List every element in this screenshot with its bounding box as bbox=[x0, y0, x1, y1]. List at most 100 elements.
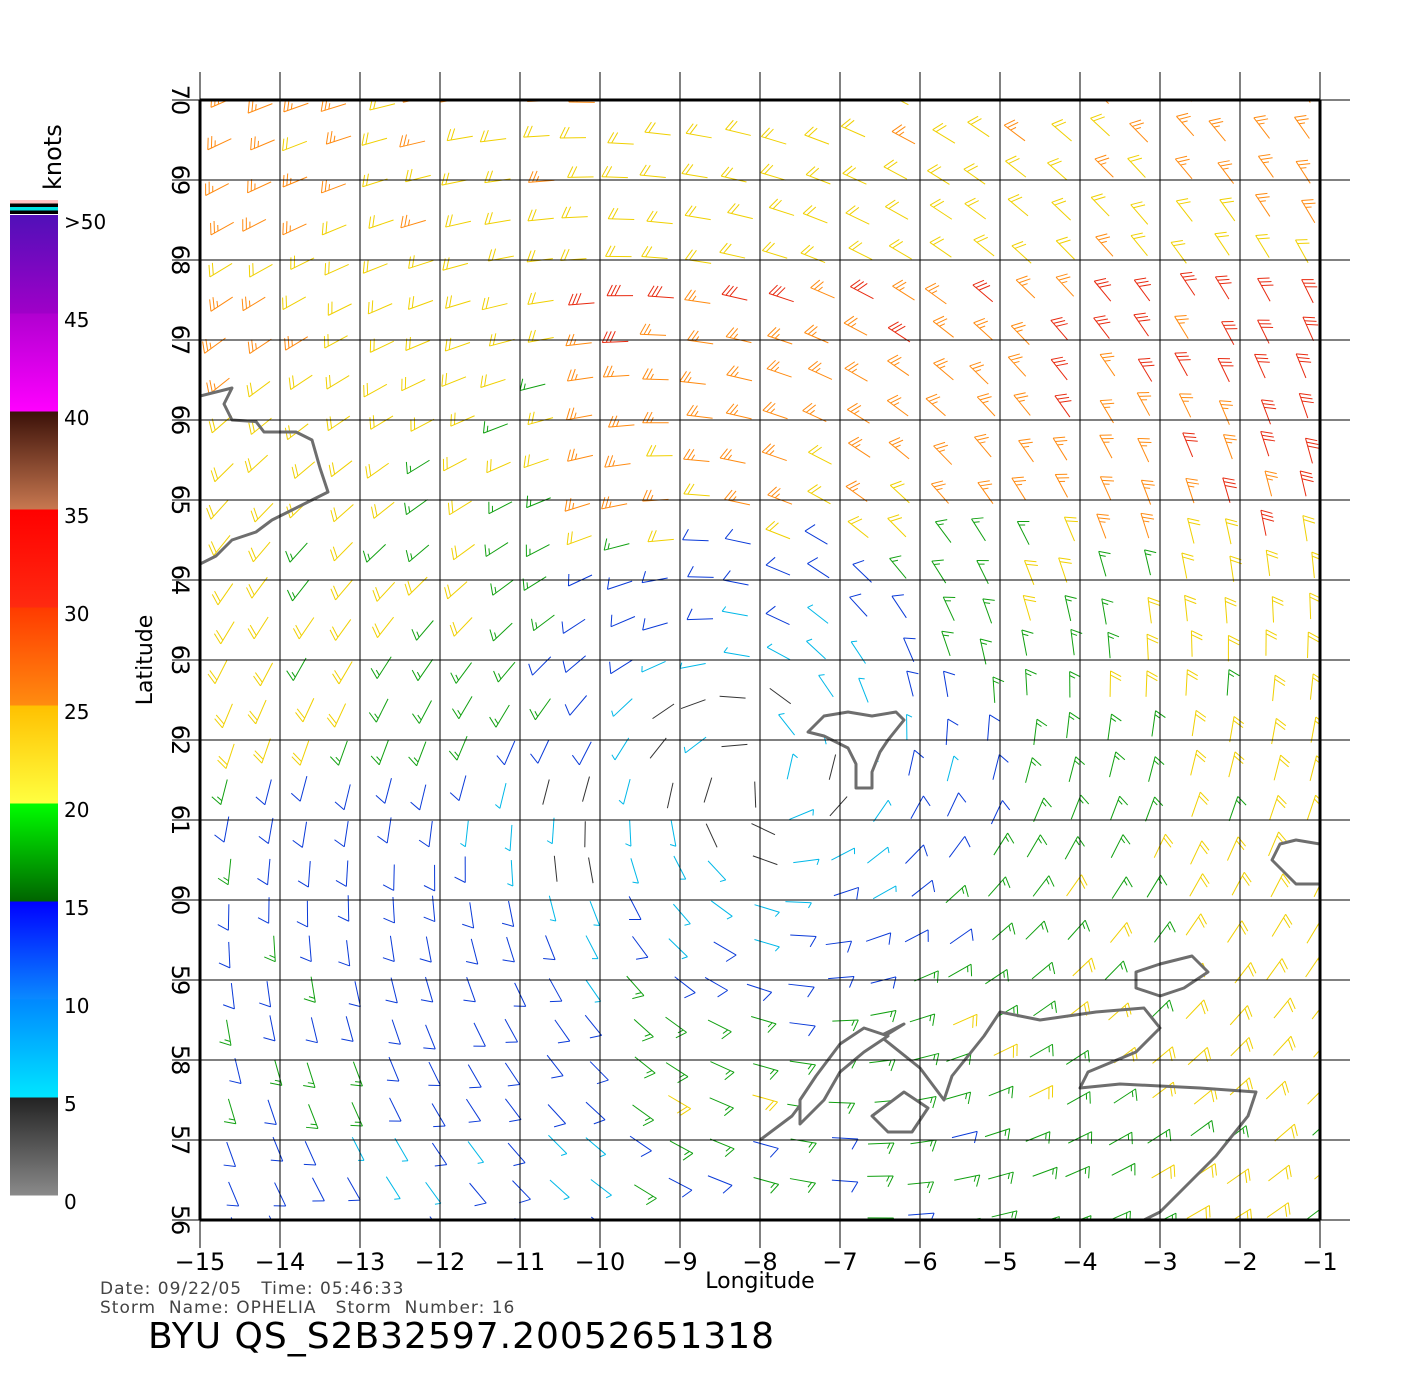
wind-barb bbox=[751, 823, 776, 836]
wind-barb bbox=[361, 132, 388, 146]
wind-barb bbox=[288, 374, 313, 390]
wind-barb bbox=[548, 1134, 568, 1156]
wind-barb bbox=[454, 856, 466, 883]
wind-barb bbox=[886, 394, 909, 417]
wind-barb bbox=[808, 444, 832, 465]
wind-barb bbox=[584, 1014, 603, 1039]
wind-barb bbox=[800, 244, 826, 264]
wind-barb bbox=[244, 454, 269, 473]
wind-barb bbox=[394, 1138, 409, 1162]
colorbar-top-stripe bbox=[10, 207, 58, 211]
wind-barb bbox=[1185, 913, 1207, 936]
wind-barb bbox=[727, 203, 753, 220]
wind-barb bbox=[496, 740, 516, 766]
wind-barb bbox=[1187, 1046, 1212, 1066]
wind-barb bbox=[444, 581, 468, 600]
wind-barb bbox=[807, 604, 829, 624]
wind-barb bbox=[299, 935, 312, 962]
wind-barb bbox=[686, 404, 713, 419]
wind-barb bbox=[1050, 356, 1068, 381]
wind-barb bbox=[562, 655, 586, 673]
wind-barb bbox=[904, 929, 929, 943]
wind-barb bbox=[858, 677, 869, 703]
wind-barb bbox=[282, 295, 307, 310]
wind-barb bbox=[527, 292, 554, 305]
lon-tick-label: −14 bbox=[255, 1248, 306, 1276]
wind-barb bbox=[766, 643, 791, 661]
wind-barb bbox=[808, 78, 832, 95]
wind-barb bbox=[246, 577, 268, 599]
wind-barb bbox=[290, 775, 308, 802]
wind-barb bbox=[1312, 1127, 1320, 1136]
wind-barb bbox=[644, 121, 671, 136]
wind-barb bbox=[721, 743, 748, 748]
wind-barb bbox=[375, 778, 392, 804]
wind-barb bbox=[385, 977, 398, 1004]
wind-speed-colorbar: >50 45 40 35 30 25 20 15 10 5 0 knots bbox=[10, 124, 106, 1214]
wind-barb bbox=[460, 820, 469, 848]
wind-barb bbox=[1265, 549, 1279, 577]
wind-barb bbox=[828, 754, 837, 780]
wind-barb bbox=[941, 630, 954, 657]
wind-barb bbox=[303, 1062, 316, 1088]
wind-barb bbox=[408, 255, 434, 269]
colorbar-tick-label: 35 bbox=[64, 504, 89, 528]
colorbar-band bbox=[10, 313, 58, 412]
wind-barb bbox=[585, 1101, 606, 1125]
x-axis-label: Longitude bbox=[705, 1269, 814, 1294]
wind-barb bbox=[925, 79, 948, 98]
wind-barb bbox=[411, 659, 434, 681]
wind-barb bbox=[646, 210, 673, 225]
wind-barb bbox=[425, 1181, 442, 1205]
wind-barb bbox=[187, 1181, 199, 1205]
wind-barb bbox=[561, 206, 588, 219]
wind-barb bbox=[467, 1064, 482, 1089]
wind-barb bbox=[1095, 233, 1114, 257]
wind-barb bbox=[553, 855, 558, 882]
wind-barb bbox=[1098, 550, 1111, 577]
wind-barb bbox=[386, 1056, 400, 1082]
wind-barb bbox=[523, 125, 550, 138]
wind-barb bbox=[1151, 1164, 1176, 1179]
wind-barb bbox=[984, 1128, 1011, 1141]
lat-tick-label: 70 bbox=[166, 85, 194, 116]
wind-barb bbox=[1310, 716, 1320, 743]
wind-barb bbox=[1104, 960, 1128, 980]
wind-barb bbox=[311, 1224, 324, 1247]
wind-barb bbox=[530, 739, 550, 764]
wind-barb bbox=[250, 502, 274, 523]
wind-barb bbox=[247, 179, 272, 194]
wind-barb bbox=[1222, 477, 1237, 503]
wind-barb bbox=[420, 976, 434, 1003]
wind-barb bbox=[441, 372, 467, 387]
wind-barb bbox=[831, 1137, 859, 1150]
wind-barb bbox=[512, 1180, 531, 1204]
wind-barb bbox=[207, 660, 228, 684]
wind-barb bbox=[767, 326, 793, 345]
wind-barb bbox=[330, 579, 353, 601]
wind-barb bbox=[1226, 669, 1240, 696]
wind-barb bbox=[1273, 754, 1290, 781]
wind-barb bbox=[1182, 432, 1198, 458]
wind-barb bbox=[504, 1098, 522, 1123]
wind-barb bbox=[914, 970, 939, 983]
wind-barb bbox=[441, 172, 468, 186]
wind-barb bbox=[481, 296, 508, 311]
wind-barb bbox=[408, 296, 434, 310]
wind-barb bbox=[410, 417, 435, 432]
wind-barb bbox=[843, 315, 868, 336]
wind-barb bbox=[1153, 833, 1174, 858]
wind-barb bbox=[766, 359, 792, 378]
colorbar-tick-label: 20 bbox=[64, 798, 89, 822]
wind-barb bbox=[282, 221, 307, 236]
wind-barb bbox=[869, 1059, 896, 1072]
lat-tick-label: 68 bbox=[166, 245, 194, 276]
wind-barb bbox=[1214, 275, 1232, 300]
wind-barb bbox=[754, 904, 780, 917]
wind-barb bbox=[385, 1176, 401, 1200]
wind-barb bbox=[952, 1013, 978, 1028]
wind-barb bbox=[1129, 119, 1149, 143]
wind-barb bbox=[1003, 119, 1026, 142]
wind-barb bbox=[1260, 399, 1277, 425]
colorbar-tick-label: 10 bbox=[64, 994, 89, 1018]
